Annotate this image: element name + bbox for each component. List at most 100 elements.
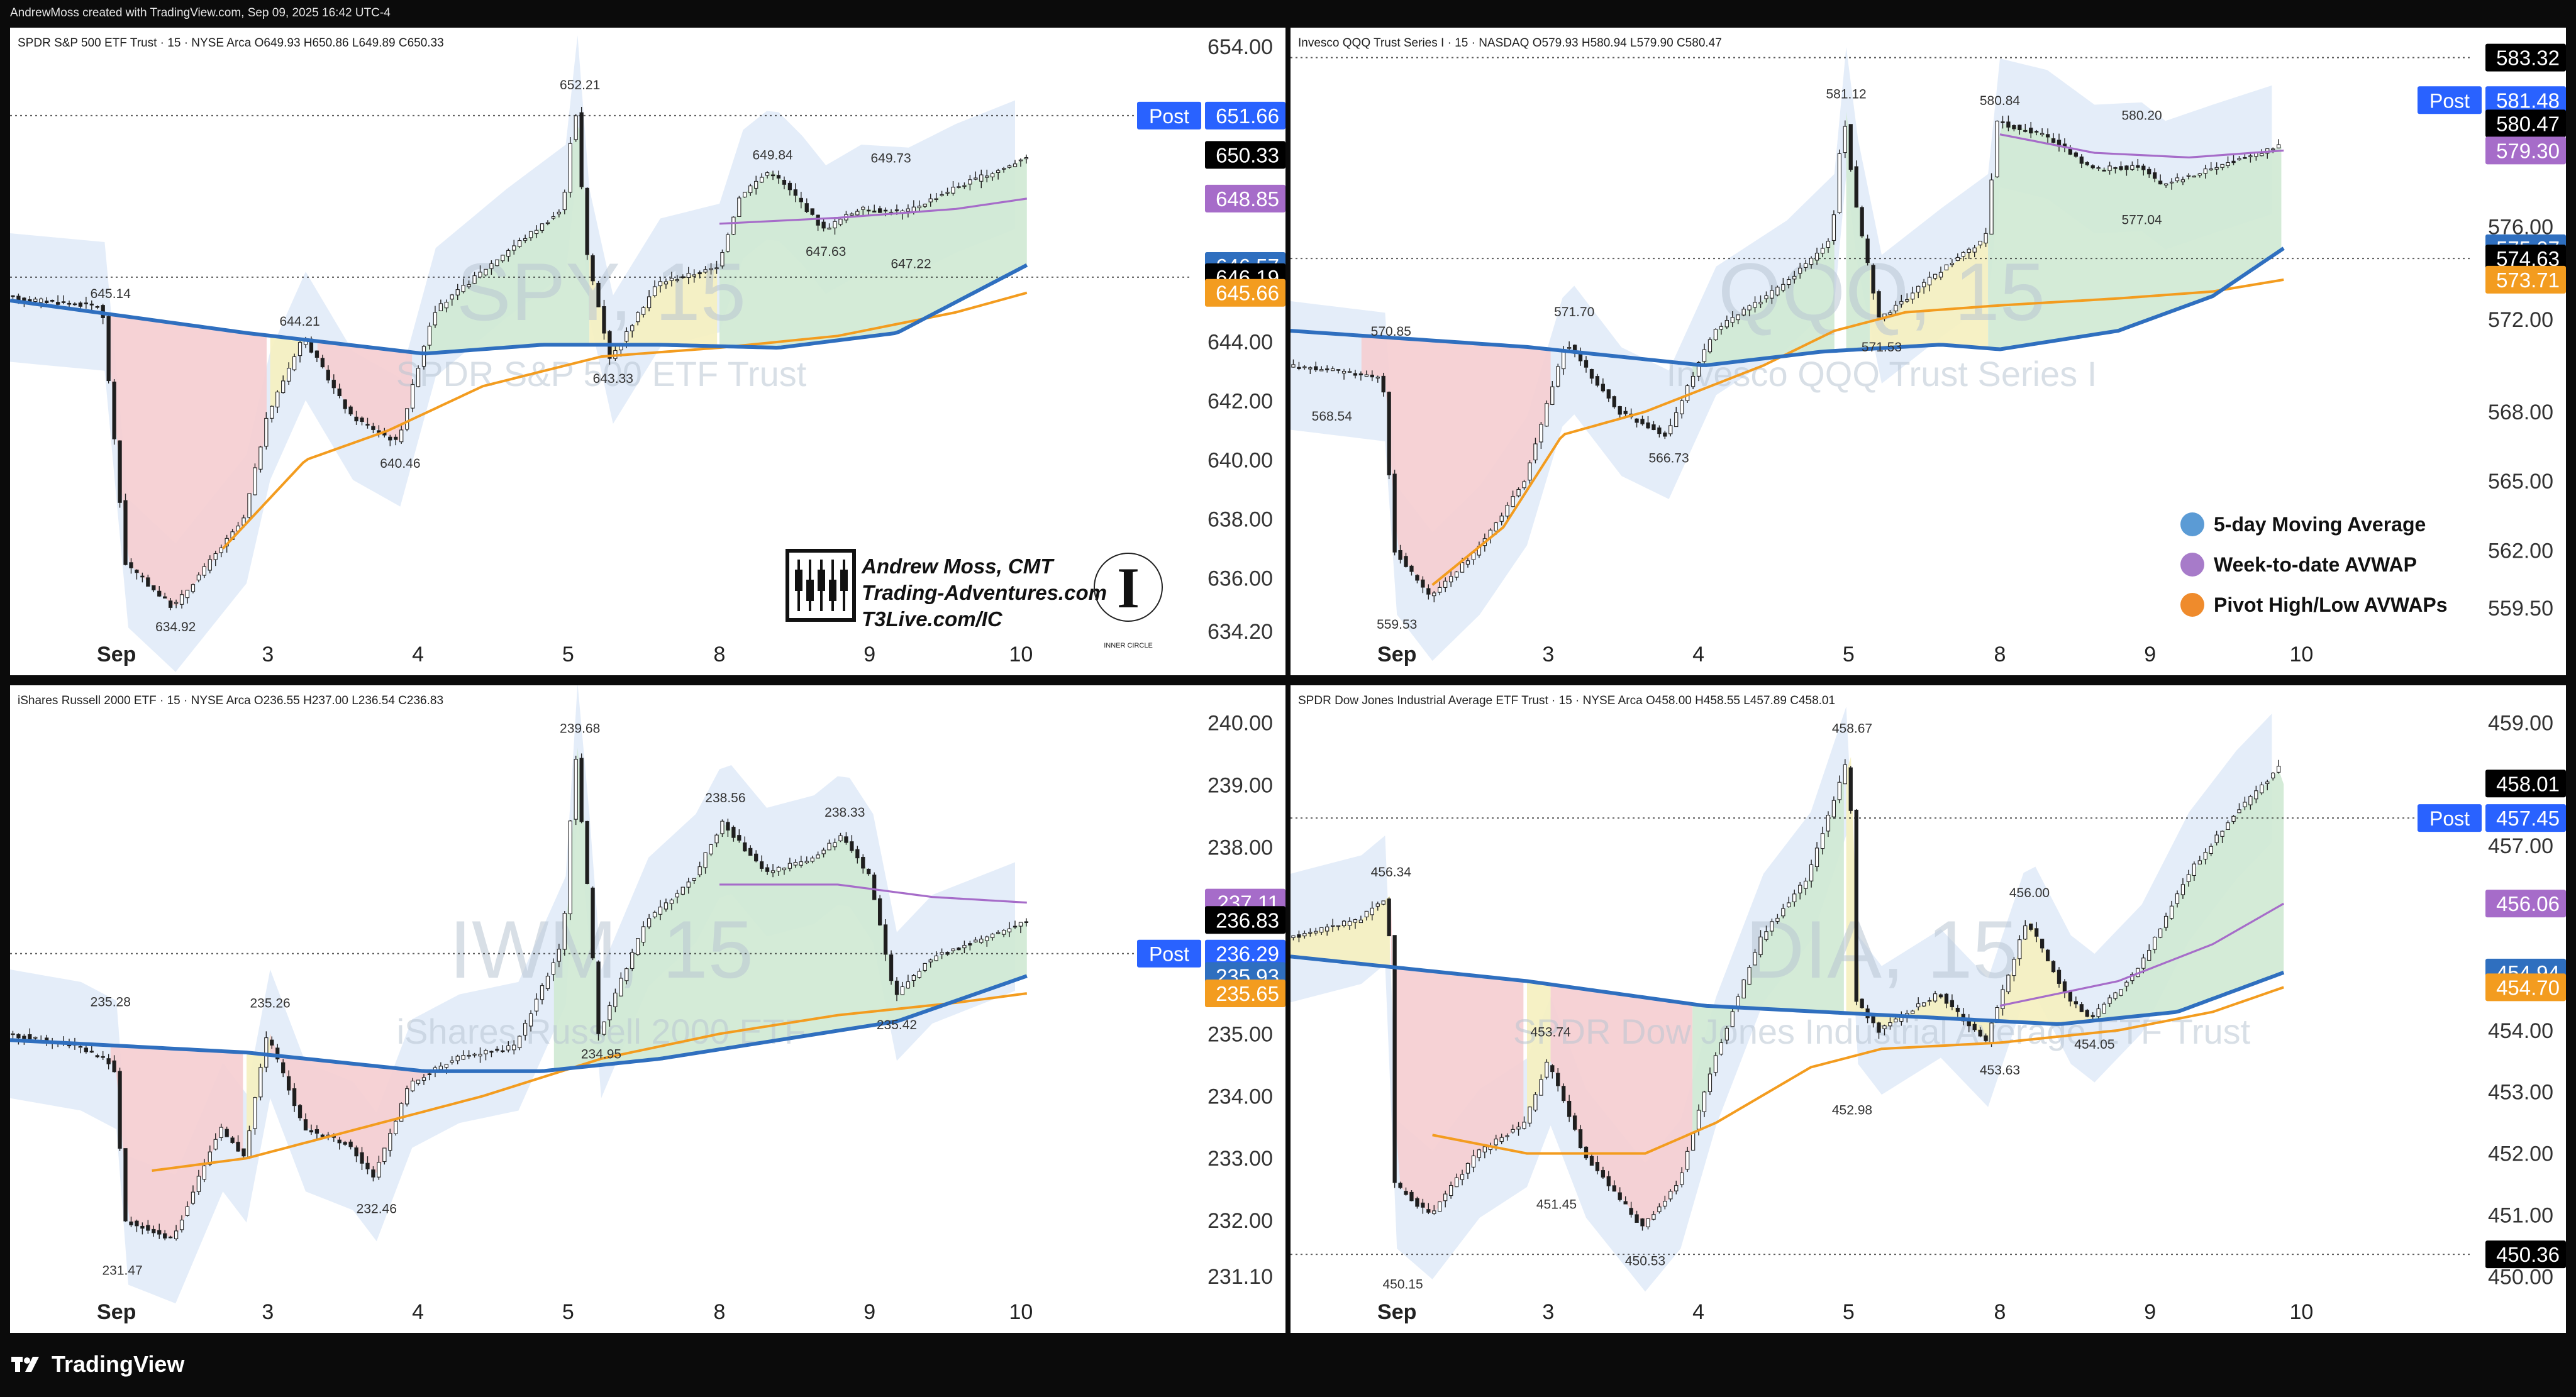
symbol-watermark: QQQ, 15	[1718, 246, 2045, 338]
price-tag	[1205, 184, 1285, 213]
candle-body	[518, 240, 522, 247]
candle-body	[523, 238, 528, 241]
candle-body	[2040, 133, 2045, 135]
candle-body	[1674, 1185, 1679, 1191]
candle-body	[89, 1051, 94, 1053]
price-tag-value: 236.29	[1216, 942, 1279, 966]
candle-body	[478, 272, 482, 278]
price-tag-value: 450.36	[2496, 1243, 2560, 1266]
candle-body	[45, 301, 49, 303]
price-tag	[1205, 980, 1285, 1008]
candle-body	[1528, 1107, 1532, 1124]
candle-body	[2029, 128, 2033, 134]
price-annotation: 581.12	[1826, 87, 1866, 102]
author-site-2: T3Live.com/IC	[862, 607, 1003, 631]
candle-body	[540, 223, 545, 231]
candle-body	[1657, 1206, 1662, 1212]
candle-body	[838, 218, 843, 225]
price-axis-background	[1192, 28, 1285, 675]
candle-body	[1927, 277, 1932, 285]
candle-body	[1448, 1185, 1453, 1196]
candle-body	[1347, 920, 1352, 926]
candle-body	[1719, 326, 1724, 330]
candle-body	[50, 300, 55, 302]
trend-fill-green	[553, 748, 1027, 1070]
candle-body	[2180, 179, 2185, 182]
candle-body	[1415, 575, 1419, 581]
candle-body	[118, 1071, 122, 1149]
candle-body	[2113, 992, 2118, 999]
dia-chart-panel[interactable]: DIA, 15 SPDR Dow Jones Industrial Average…	[1291, 685, 2566, 1333]
candle-body	[489, 1051, 494, 1053]
candle-body	[461, 1054, 465, 1060]
candle-body	[2096, 167, 2101, 169]
candle-body	[1921, 282, 1926, 287]
candle-body	[225, 1129, 229, 1137]
post-market-label: Post	[1149, 943, 1189, 966]
candle-body	[179, 594, 184, 605]
candle-body	[630, 325, 635, 331]
price-tag-value: 456.06	[2496, 892, 2560, 915]
candle-body	[1562, 350, 1566, 370]
tradingview-brand[interactable]: TradingView	[11, 1351, 184, 1377]
candle-body	[253, 467, 257, 495]
candle-body	[1955, 1007, 1960, 1012]
candle-body	[658, 281, 663, 287]
candle-body	[1013, 163, 1018, 167]
candle-body	[1432, 592, 1436, 597]
candle-body	[551, 216, 556, 219]
candle-body	[129, 562, 133, 568]
candle-body	[2169, 181, 2174, 184]
candle-body	[512, 245, 516, 251]
candle-body	[2023, 925, 2028, 940]
candle-body	[1798, 267, 1802, 274]
candle-body	[2029, 924, 2033, 930]
candle-body	[1511, 496, 1515, 507]
price-tag	[1205, 279, 1285, 307]
candle-body	[1364, 374, 1369, 377]
price-tag-value: 458.01	[2496, 772, 2560, 795]
candle-body	[1837, 153, 1842, 213]
candle-body	[185, 1206, 190, 1216]
candle-body	[1522, 481, 1526, 489]
candle-body	[1933, 273, 1938, 279]
y-tick-label: 240.00	[1208, 712, 1273, 736]
candle-body	[506, 250, 511, 257]
candle-body	[2074, 152, 2079, 157]
candle-body	[1826, 241, 1831, 248]
candle-body	[647, 918, 652, 927]
candle-body	[152, 1229, 156, 1234]
candle-body	[1567, 347, 1572, 349]
candle-body	[1854, 166, 1858, 208]
candle-body	[1595, 376, 1600, 386]
candle-body	[2040, 939, 2045, 949]
pivot-avwap-line	[1431, 278, 2284, 587]
trend-fill-red	[110, 314, 267, 607]
candle-body	[923, 963, 927, 971]
candle-body	[1674, 412, 1679, 428]
price-annotation: 645.14	[91, 287, 131, 301]
candle-body	[213, 553, 218, 560]
price-annotation: 456.34	[1371, 865, 1412, 880]
candle-body	[2214, 834, 2219, 843]
candle-body	[1314, 930, 1318, 934]
candle-body	[2141, 165, 2146, 170]
candle-body	[1652, 424, 1656, 431]
trend-fill-red	[1391, 895, 1524, 1214]
legend-swatch	[2180, 593, 2204, 617]
price-tag	[2485, 973, 2566, 1002]
candle-body	[1888, 1022, 1892, 1027]
qqq-chart-panel[interactable]: QQQ, 15 Invesco QQQ Trust Series I 581.12 5…	[1291, 28, 2566, 675]
candle-body	[754, 853, 758, 862]
candle-body	[906, 981, 911, 989]
candle-body	[501, 1050, 505, 1052]
candle-body	[585, 187, 589, 255]
candle-body	[2271, 148, 2275, 150]
candle-body	[2018, 124, 2022, 130]
candle-body	[1927, 1000, 1932, 1002]
candle-body	[652, 286, 657, 296]
candle-body	[2186, 175, 2191, 177]
iwm-chart-panel[interactable]: IWM, 15 iShares Russell 2000 ETF 239.68 238…	[10, 685, 1285, 1333]
spy-chart-panel[interactable]: SPY, 15 SPDR S&P 500 ETF Trust 652.21 645.1…	[10, 28, 1285, 675]
candle-body	[444, 302, 448, 309]
